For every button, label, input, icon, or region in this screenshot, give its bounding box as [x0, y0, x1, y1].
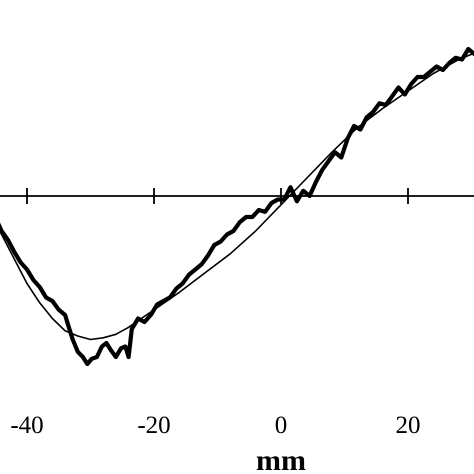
x-tick-label: 0: [275, 412, 288, 439]
x-axis-title: mm: [256, 444, 306, 474]
x-tick-label: -40: [10, 412, 43, 439]
x-axis-tick-labels: -40 -20 0 20: [10, 412, 420, 439]
series-line-measured: [0, 46, 474, 367]
series-layer: [0, 46, 474, 367]
x-tick-label: -20: [137, 412, 170, 439]
x-tick-label: 20: [396, 412, 421, 439]
